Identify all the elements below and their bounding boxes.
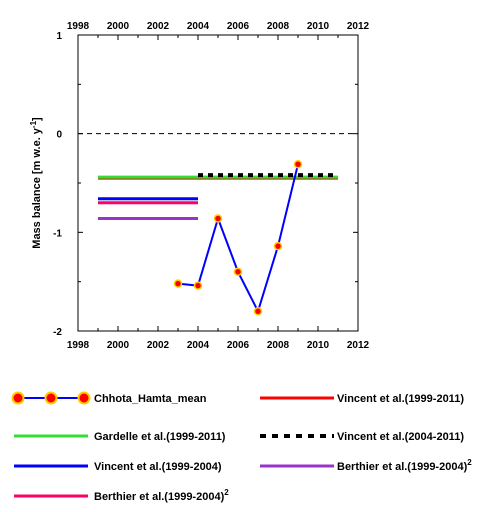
legend-label-sup: 2: [224, 488, 229, 497]
legend-entry: Chhota_Hamta_mean: [11, 391, 207, 405]
x-tick-label-top: 2010: [307, 21, 330, 32]
series-point-chhota: [193, 281, 203, 290]
y-axis-title-end: ]: [31, 117, 43, 121]
x-tick-label-bottom: 2002: [147, 340, 170, 351]
x-tick-label-bottom: 2004: [187, 340, 210, 351]
x-tick-label-top: 2004: [187, 21, 210, 32]
legend-entry: Berthier et al.(1999-2004)2: [14, 488, 229, 503]
plot-frame: [77, 34, 359, 332]
x-tick-label-bottom: 2012: [347, 340, 370, 351]
legend-swatch-marker: [77, 391, 91, 405]
x-tick-label-top: 2008: [267, 21, 290, 32]
x-tick-label-bottom: 1998: [67, 340, 90, 351]
plot-area: 1998 1998 2000 2000 2002 2002 2004 2004 2006 2006…: [29, 21, 370, 351]
y-axis-title: Mass balance [m w.e. y-1]: [29, 117, 43, 249]
y-axis-title-sup: -1: [29, 120, 38, 128]
x-tick-label-top: 1998: [67, 21, 90, 32]
x-tick-label-top: 2012: [347, 21, 370, 32]
x-tick-label-top: 2000: [107, 21, 130, 32]
legend-label: Vincent et al.(2004-2011): [337, 431, 464, 443]
series-point-chhota: [253, 307, 263, 316]
x-tick-label-bottom: 2006: [227, 340, 250, 351]
x-tick-label-bottom: 2008: [267, 340, 290, 351]
legend-label: Vincent et al.(1999-2004): [94, 461, 222, 473]
y-tick-label: -2: [53, 327, 62, 338]
legend-label: Chhota_Hamta_mean: [94, 393, 207, 405]
legend-entry: Vincent et al.(2004-2011): [260, 431, 464, 443]
legend-entry: Gardelle et al.(1999-2011): [14, 431, 226, 443]
series-point-chhota: [293, 160, 303, 169]
series-point-chhota: [233, 267, 243, 277]
y-tick-label: 1: [56, 31, 62, 42]
x-tick-label-bottom: 2010: [307, 340, 330, 351]
x-tick-label-top: 2006: [227, 21, 250, 32]
x-tick-label-top: 2002: [147, 21, 170, 32]
legend-label: Vincent et al.(1999-2011): [337, 393, 464, 405]
series-point-chhota: [213, 214, 223, 223]
legend-swatch-marker: [44, 391, 58, 405]
legend-label: Berthier et al.(1999-2004)2: [337, 458, 472, 473]
legend-entry: Berthier et al.(1999-2004)2: [260, 458, 472, 473]
legend-swatch-marker: [11, 391, 25, 405]
y-tick-label: -1: [53, 228, 62, 239]
legend-entry: Vincent et al.(1999-2004): [14, 461, 222, 473]
series-point-chhota: [273, 241, 283, 251]
legend: Chhota_Hamta_mean Vincent et al.(1999-201…: [11, 391, 472, 503]
legend-label: Berthier et al.(1999-2004)2: [94, 488, 229, 503]
legend-label: Gardelle et al.(1999-2011): [94, 431, 226, 443]
legend-label-sup: 2: [467, 458, 472, 467]
series-point-chhota: [173, 279, 183, 288]
x-tick-label-bottom: 2000: [107, 340, 130, 351]
y-tick-label: 0: [56, 130, 62, 141]
legend-entry: Vincent et al.(1999-2011): [260, 393, 464, 405]
